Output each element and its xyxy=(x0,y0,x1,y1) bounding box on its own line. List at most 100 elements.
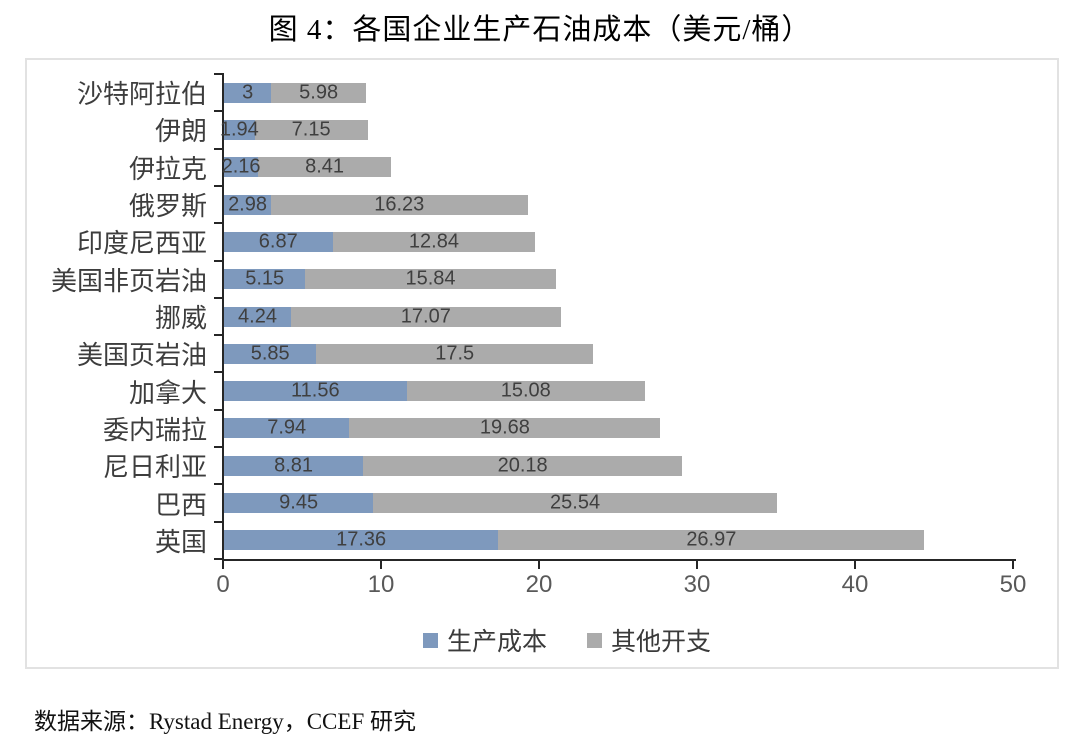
y-axis-tick xyxy=(214,446,222,449)
bar-segment-production-cost: 5.85 xyxy=(224,342,317,365)
bar-segment-production-cost: 4.24 xyxy=(224,305,291,328)
bar-segment-other-expense: 16.23 xyxy=(271,193,528,216)
bar-value-label: 3 xyxy=(242,81,254,104)
legend-label: 生产成本 xyxy=(446,628,547,656)
bar-value-label: 4.24 xyxy=(238,305,277,328)
legend-swatch xyxy=(422,632,438,648)
category-label: 印度尼西亚 xyxy=(76,228,207,259)
bar-value-label: 5.85 xyxy=(250,342,290,365)
stacked-bar: 2.16 8.41 xyxy=(221,155,1014,178)
bar-value-label: 6.87 xyxy=(258,230,298,253)
x-axis-tick-label: 50 xyxy=(999,571,1027,598)
category-label: 美国非页岩油 xyxy=(50,265,207,296)
data-source-note: 数据来源：Rystad Energy，CCEF 研究 xyxy=(34,709,416,734)
bar-row: 3 5.98 xyxy=(224,74,1014,111)
bar-segment-production-cost: 17.36 xyxy=(224,529,499,551)
legend-item-production-cost: 生产成本 xyxy=(422,622,547,658)
x-axis-tick-labels: 0 10 20 30 40 50 xyxy=(216,571,1026,601)
y-axis-tick xyxy=(214,259,222,262)
stacked-bar: 5.85 17.5 xyxy=(224,342,1014,365)
bar-value-label: 12.84 xyxy=(408,230,459,253)
bar-segment-production-cost: 6.87 xyxy=(224,230,333,253)
bar-value-label: 15.08 xyxy=(500,379,551,402)
bar-segment-other-expense: 15.08 xyxy=(406,379,645,402)
bar-value-label: 8.81 xyxy=(274,454,314,477)
bar-value-label: 5.98 xyxy=(299,81,339,104)
bar-row: 6.87 12.84 xyxy=(224,223,1014,260)
category-label: 巴西 xyxy=(154,489,207,520)
bar-segment-other-expense: 17.07 xyxy=(290,305,561,327)
bar-segment-other-expense: 8.41 xyxy=(258,155,391,178)
bar-segment-other-expense: 5.98 xyxy=(271,81,366,104)
y-axis-tick xyxy=(214,184,222,187)
bar-segment-production-cost: 8.81 xyxy=(224,454,364,477)
bar-value-label: 7.94 xyxy=(267,416,307,439)
bar-value-label: 5.15 xyxy=(245,267,285,290)
category-label: 挪威 xyxy=(154,303,207,334)
category-label: 加拿大 xyxy=(128,377,207,408)
bar-row: 17.36 26.97 xyxy=(224,522,1014,559)
x-axis-tick xyxy=(222,561,224,569)
y-axis-tick xyxy=(214,296,222,299)
legend-swatch xyxy=(587,632,602,648)
bar-row: 11.56 15.08 xyxy=(224,373,1014,410)
bar-segment-other-expense: 25.54 xyxy=(373,491,777,514)
category-label: 伊朗 xyxy=(154,116,207,147)
bar-value-label: 8.41 xyxy=(305,155,345,178)
bar-segment-other-expense: 26.97 xyxy=(498,528,925,551)
bar-value-label: 7.15 xyxy=(291,118,331,141)
bar-row: 8.81 20.18 xyxy=(224,447,1014,484)
category-label: 沙特阿拉伯 xyxy=(76,79,207,110)
bar-segment-other-expense: 12.84 xyxy=(332,230,536,253)
bar-value-label: 9.45 xyxy=(279,491,319,514)
x-axis-tick-label: 20 xyxy=(525,571,553,598)
stacked-bar: 5.15 15.84 xyxy=(224,267,1014,290)
y-axis-tick xyxy=(214,520,222,523)
bar-row: 5.85 17.5 xyxy=(224,335,1014,372)
bar-value-label: 11.56 xyxy=(291,379,340,402)
x-axis-ticks xyxy=(222,561,1014,569)
bar-segment-other-expense: 19.68 xyxy=(349,417,661,439)
chart-title: 图 4：各国企业生产石油成本（美元/桶） xyxy=(268,14,812,46)
legend-item-other-expense: 其他开支 xyxy=(587,622,711,658)
bar-value-label: 2.16 xyxy=(221,155,261,178)
chart-plot-frame: 沙特阿拉伯 伊朗 伊拉克 俄罗斯 印度尼西亚 美国非页岩油 挪威 美国页岩油 加拿大 委内瑞拉 尼日… xyxy=(25,58,1059,669)
bar-segment-other-expense: 7.15 xyxy=(254,118,368,141)
stacked-bar: 2.98 16.23 xyxy=(224,193,1014,216)
x-axis-tick xyxy=(380,561,382,569)
bar-segment-production-cost: 9.45 xyxy=(224,491,374,514)
y-axis-tick xyxy=(214,371,222,374)
x-axis-tick xyxy=(696,561,698,569)
bar-rows: 3 5.98 1.94 7.15 2.16 8.41 2.98 16.23 6.87 12.84 5… xyxy=(220,74,1014,559)
bar-segment-production-cost: 11.56 xyxy=(224,379,407,402)
bar-row: 4.24 17.07 xyxy=(224,298,1014,335)
y-axis-tick xyxy=(214,222,222,225)
y-axis-tick xyxy=(214,73,222,75)
category-label: 英国 xyxy=(154,526,207,557)
bar-value-label: 26.97 xyxy=(686,528,737,551)
stacked-bar: 1.94 7.15 xyxy=(220,118,1014,141)
bar-segment-other-expense: 20.18 xyxy=(363,454,683,476)
bar-row: 2.16 8.41 xyxy=(221,149,1014,186)
category-label: 美国页岩油 xyxy=(76,340,207,371)
x-axis-tick-label: 40 xyxy=(841,571,869,598)
x-axis-tick xyxy=(538,561,540,569)
x-axis-line xyxy=(222,559,1016,561)
bar-segment-production-cost: 2.16 xyxy=(221,155,261,178)
bar-row: 9.45 25.54 xyxy=(224,484,1014,521)
y-axis-tick xyxy=(214,483,222,486)
category-label: 俄罗斯 xyxy=(128,191,207,222)
stacked-bar: 9.45 25.54 xyxy=(224,491,1014,514)
y-axis-ticks xyxy=(214,73,222,560)
stacked-bar: 11.56 15.08 xyxy=(224,379,1014,402)
bar-segment-other-expense: 15.84 xyxy=(305,268,556,290)
x-axis-tick xyxy=(854,561,856,569)
x-axis-tick xyxy=(1012,561,1014,569)
bar-segment-production-cost: 3 xyxy=(224,81,272,104)
bar-value-label: 16.23 xyxy=(374,193,425,216)
stacked-bar: 4.24 17.07 xyxy=(224,305,1014,328)
y-axis-tick xyxy=(214,558,222,560)
bar-row: 2.98 16.23 xyxy=(224,186,1014,223)
bar-value-label: 2.98 xyxy=(228,193,267,216)
bar-value-label: 25.54 xyxy=(550,491,601,514)
